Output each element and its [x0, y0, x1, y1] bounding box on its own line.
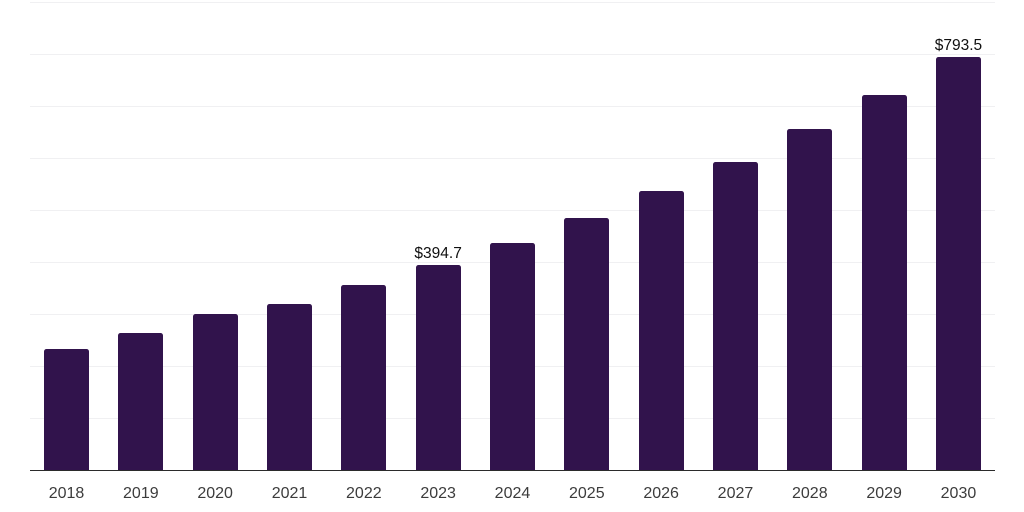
bar-2020 [192, 314, 238, 470]
bar-2029 [861, 94, 907, 470]
x-tick-label-2029: 2029 [866, 485, 902, 502]
x-axis-line [30, 469, 995, 471]
x-tick-label-2030: 2030 [940, 485, 977, 502]
bar-2026 [638, 190, 684, 470]
gridline-900 [30, 2, 995, 3]
bar-2022 [341, 285, 387, 470]
x-tick-label-2022: 2022 [346, 485, 382, 502]
x-tick-label-2023: 2023 [420, 485, 456, 502]
x-tick-label-2026: 2026 [643, 485, 679, 502]
bar-2028 [787, 129, 833, 470]
x-tick-label-2028: 2028 [792, 485, 828, 502]
x-tick-label-2020: 2020 [197, 485, 233, 502]
bar-2030 [935, 57, 981, 470]
bar-2021 [266, 304, 312, 470]
x-tick-label-2025: 2025 [569, 485, 605, 502]
x-tick-label-2019: 2019 [123, 485, 159, 502]
bar-2019 [118, 333, 164, 470]
bar-2025 [564, 217, 610, 470]
x-tick-label-2018: 2018 [48, 485, 85, 502]
x-tick-label-2024: 2024 [494, 485, 531, 502]
gridline-800 [30, 54, 995, 55]
bar-2027 [712, 161, 758, 470]
bar-2023 [415, 264, 461, 470]
gridline-500 [30, 210, 995, 211]
gridline-700 [30, 106, 995, 107]
x-tick-label-2027: 2027 [717, 485, 754, 502]
bar-2018 [44, 349, 89, 470]
data-label-2030: $793.5 [934, 37, 983, 55]
data-label-2023: $394.7 [414, 244, 462, 262]
bar-2024 [489, 243, 535, 470]
x-tick-label-2021: 2021 [271, 485, 308, 502]
chart-plot-area [30, 2, 995, 471]
gridline-600 [30, 158, 995, 159]
